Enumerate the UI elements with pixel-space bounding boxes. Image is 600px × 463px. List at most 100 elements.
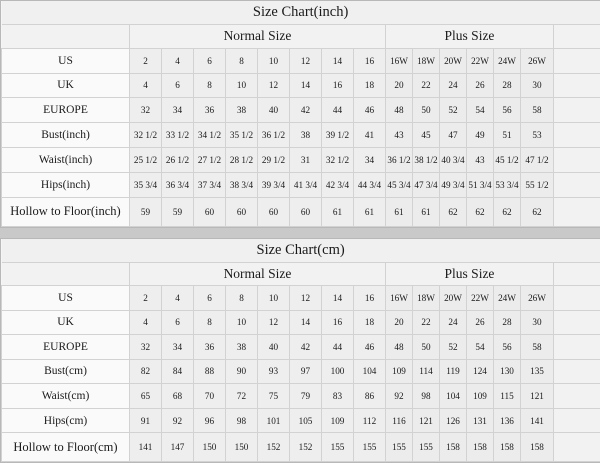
row-label: UK [1,72,130,99]
table-row: Hips(cm) 91 92 96 98 101 105 109 112 116… [1,407,600,434]
cell: 46 [353,334,386,360]
cell: 32 [129,97,162,124]
cell: 20 [385,72,413,99]
table-row: US 2 4 6 8 10 12 14 16 16W 18W 20W 22W 2… [1,285,600,311]
cell: 158 [520,432,554,462]
cell: 121 [520,383,554,409]
cell: 8 [225,285,258,311]
cell: 10 [225,309,258,336]
cell: 8 [193,72,226,99]
cell: 75 [257,383,290,409]
cell: 22W [466,47,494,74]
table-row: US 2 4 6 8 10 12 14 16 16W 18W 20W 22W 2… [1,47,600,74]
cell: 104 [353,358,386,385]
spacer-cell [552,122,600,149]
cell: 6 [161,309,194,336]
cell: 61 [353,196,386,228]
cell: 59 [129,196,162,228]
cell: 124 [466,358,494,385]
cell: 25 1/2 [129,147,162,174]
cell: 34 [161,97,194,124]
cell: 6 [193,285,226,311]
cell: 24W [493,285,521,311]
cell: 36 1/2 [385,147,413,174]
cell: 14 [321,285,354,311]
cell: 98 [225,407,258,434]
cell: 92 [161,407,194,434]
cell: 31 [289,147,322,174]
group-header-normal: Normal Size [129,23,386,49]
cell: 100 [321,358,354,385]
cell: 88 [193,358,226,385]
cell: 47 3/4 [412,172,440,198]
cell: 62 [520,196,554,228]
cell: 32 [129,334,162,360]
corner-cell [1,23,130,49]
cell: 14 [289,309,322,336]
spacer-cell [552,172,600,198]
cell: 98 [412,383,440,409]
cell: 72 [225,383,258,409]
cell: 105 [289,407,322,434]
size-table-inch: Size Chart(inch) Normal Size Plus Size U… [1,1,600,228]
cell: 22 [412,72,440,99]
cell: 33 1/2 [161,122,194,149]
cell: 97 [289,358,322,385]
cell: 49 [466,122,494,149]
cell: 51 3/4 [466,172,494,198]
cell: 46 [353,97,386,124]
cell: 42 [289,334,322,360]
cell: 62 [439,196,467,228]
cell: 24W [493,47,521,74]
cell: 4 [129,72,162,99]
cell: 52 [439,334,467,360]
cell: 158 [439,432,467,462]
spacer-cell [552,147,600,174]
cell: 26W [520,285,554,311]
cell: 61 [412,196,440,228]
row-label: Hollow to Floor(cm) [1,432,130,462]
cell: 86 [353,383,386,409]
cell: 56 [493,334,521,360]
cell: 50 [412,97,440,124]
cell: 6 [161,72,194,99]
cell: 150 [225,432,258,462]
cell: 32 1/2 [129,122,162,149]
cell: 44 3/4 [353,172,386,198]
cell: 141 [129,432,162,462]
cell: 135 [520,358,554,385]
row-label: Hips(cm) [1,407,130,434]
group-header-row: Normal Size Plus Size [1,261,600,287]
cell: 39 3/4 [257,172,290,198]
cell: 49 3/4 [439,172,467,198]
table-row: Bust(inch) 32 1/2 33 1/2 34 1/2 35 1/2 3… [1,122,600,149]
title-row: Size Chart(cm) [1,239,600,263]
cell: 84 [161,358,194,385]
cell: 22W [466,285,494,311]
cell: 16 [353,285,386,311]
spacer-cell [552,72,600,99]
cell: 53 [520,122,554,149]
cell: 158 [493,432,521,462]
cell: 150 [193,432,226,462]
spacer-cell [552,23,600,49]
cell: 155 [385,432,413,462]
cell: 45 1/2 [493,147,521,174]
table-row: UK 4 6 8 10 12 14 16 18 20 22 24 26 28 3… [1,72,600,99]
cell: 30 [520,309,554,336]
cell: 44 [321,97,354,124]
cell: 4 [161,285,194,311]
row-label: Hips(inch) [1,172,130,198]
cell: 14 [321,47,354,74]
row-label: Bust(cm) [1,358,130,385]
cell: 36 [193,334,226,360]
cell: 109 [385,358,413,385]
cell: 16W [385,285,413,311]
cell: 12 [289,285,322,311]
cell: 96 [193,407,226,434]
cell: 20W [439,285,467,311]
cell: 109 [321,407,354,434]
cell: 24 [439,309,467,336]
cell: 68 [161,383,194,409]
cell: 38 [289,122,322,149]
